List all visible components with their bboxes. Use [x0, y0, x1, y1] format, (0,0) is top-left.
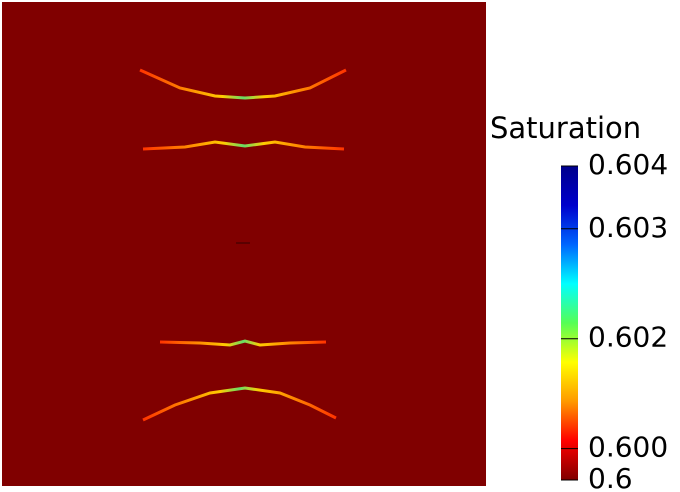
center-mark	[236, 242, 250, 244]
colorbar-tick-label: 0.604	[588, 148, 668, 181]
colorbar-tick-label: 0.603	[588, 211, 668, 244]
colorbar-tick-label: 0.600	[588, 431, 668, 464]
colorbar-tick-label: 0.602	[588, 321, 668, 354]
colorbar-tick-label: 0.6	[588, 462, 633, 492]
colorbar-title: Saturation	[490, 111, 641, 145]
saturation-fronts	[139, 68, 347, 422]
colorbar	[561, 166, 578, 480]
